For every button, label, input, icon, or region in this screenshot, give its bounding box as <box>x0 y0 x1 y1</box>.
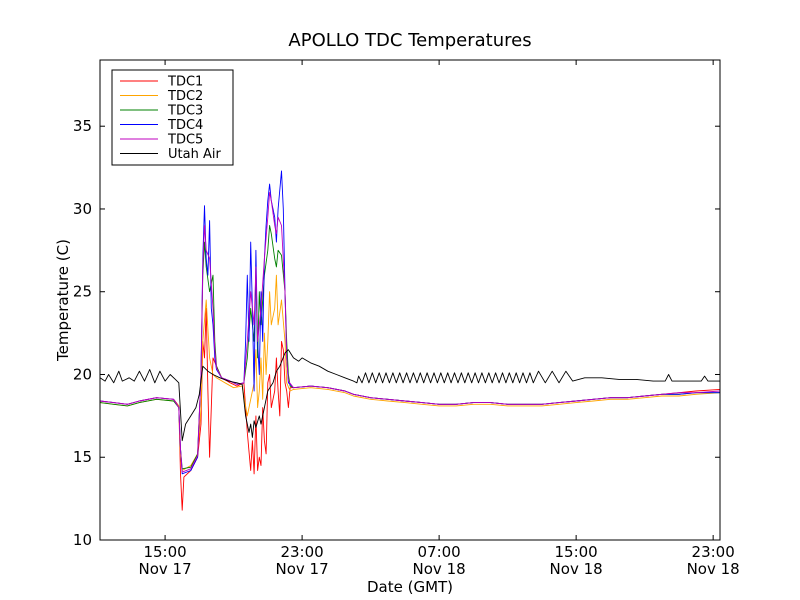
x-tick-label-date: Nov 17 <box>276 560 329 578</box>
y-tick-label: 35 <box>73 117 92 135</box>
y-tick-label: 25 <box>73 283 92 301</box>
series-layer <box>99 170 721 511</box>
legend-box <box>111 69 234 166</box>
x-axis-label: Date (GMT) <box>367 578 453 596</box>
x-tick-label-time: 15:00 <box>555 543 598 561</box>
legend-label: Utah Air <box>168 147 221 162</box>
x-tick-label-date: Nov 18 <box>413 560 466 578</box>
y-tick-label: 20 <box>73 365 92 383</box>
y-tick-label: 10 <box>73 531 92 549</box>
x-tick-label-time: 07:00 <box>417 543 460 561</box>
x-tick-label-time: 23:00 <box>280 543 323 561</box>
legend-label: TDC2 <box>167 89 203 104</box>
legend-label: TDC1 <box>167 75 203 90</box>
y-axis-label: Temperature (C) <box>54 239 72 362</box>
y-tick-label: 30 <box>73 200 92 218</box>
x-tick-label-date: Nov 18 <box>550 560 603 578</box>
chart-title: APOLLO TDC Temperatures <box>288 30 531 51</box>
x-tick-label-date: Nov 18 <box>687 560 740 578</box>
legend-label: TDC4 <box>167 118 203 133</box>
x-tick-label-time: 23:00 <box>692 543 735 561</box>
x-tick-label-date: Nov 17 <box>139 560 192 578</box>
legend-label: TDC3 <box>167 104 203 119</box>
series-line-tdc2 <box>99 274 721 471</box>
x-tick-label-time: 15:00 <box>143 543 186 561</box>
plot-frame <box>99 59 721 541</box>
series-line-utah-air <box>99 349 720 442</box>
y-tick-label: 15 <box>73 448 92 466</box>
legend-label: TDC5 <box>167 133 203 148</box>
